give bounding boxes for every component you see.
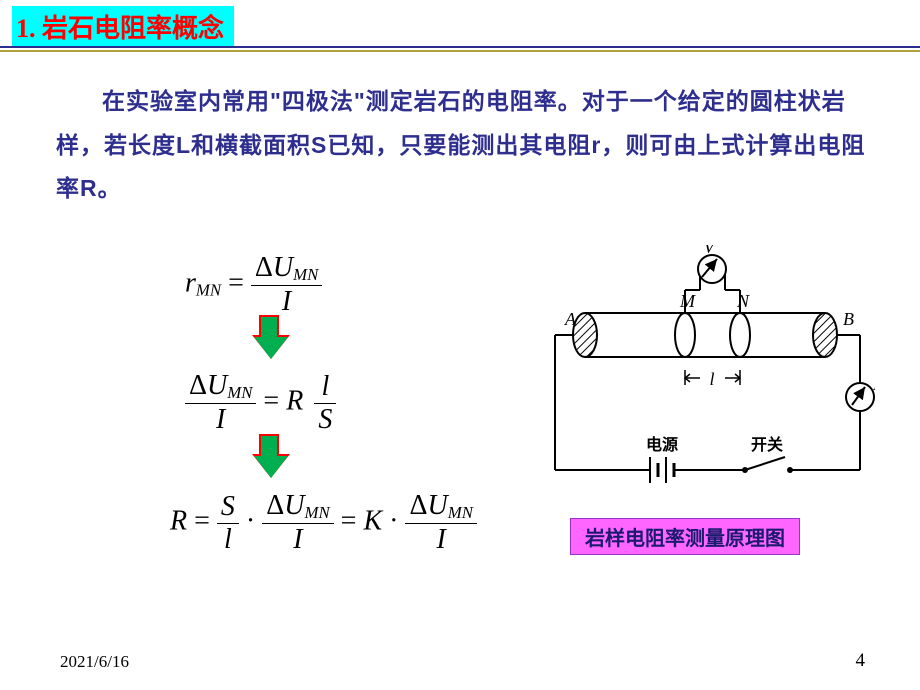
body-paragraph: 在实验室内常用"四极法"测定岩石的电阻率。对于一个给定的圆柱状岩样，若长度L和横… — [56, 80, 880, 211]
eq3-d: Δ — [266, 490, 284, 521]
eq3-f1n: S — [217, 491, 239, 523]
eq3-s2: MN — [448, 503, 473, 522]
eq2-u: U — [207, 370, 227, 401]
svg-text:电源: 电源 — [646, 435, 678, 454]
eq2-lden: I — [185, 403, 256, 436]
eq1-lhs: r — [185, 267, 196, 298]
eq2-rn: l — [314, 371, 336, 403]
eq3-d2: Δ — [409, 490, 427, 521]
eq2-sub: MN — [227, 383, 252, 402]
section-title: 1. 岩石电阻率概念 — [12, 6, 234, 47]
circuit-diagram: V l A B M N 电源 开关 I — [545, 245, 875, 505]
footer-date: 2021/6/16 — [60, 652, 129, 672]
svg-text:A: A — [564, 309, 577, 329]
eq3-den: I — [262, 523, 333, 556]
svg-text:I: I — [872, 374, 875, 394]
eq1-delta: Δ — [255, 252, 273, 283]
eq1-lhs-sub: MN — [196, 280, 221, 299]
eq3-u: U — [284, 490, 304, 521]
svg-text:l: l — [709, 369, 714, 389]
equation-2: ΔUMN I = R l S — [185, 370, 336, 436]
eq1-u: U — [273, 252, 293, 283]
divider — [0, 46, 920, 52]
eq1-den: I — [251, 285, 322, 318]
eq3-k: K — [363, 505, 382, 536]
eq1-sub: MN — [293, 265, 318, 284]
svg-text:开关: 开关 — [751, 435, 783, 454]
page-number: 4 — [856, 650, 866, 672]
arrow-1 — [254, 315, 284, 363]
eq3-lhs: R — [170, 505, 187, 536]
eq2-rd: S — [314, 403, 336, 436]
eq3-f1d: l — [217, 523, 239, 556]
svg-text:N: N — [736, 291, 750, 311]
equation-1: rMN = ΔUMN I — [185, 252, 322, 318]
svg-text:B: B — [843, 309, 854, 329]
arrow-2 — [254, 434, 284, 482]
eq2-delta: Δ — [189, 370, 207, 401]
eq3-u2: U — [427, 490, 447, 521]
svg-text:M: M — [679, 291, 696, 311]
paragraph-text: 在实验室内常用"四极法"测定岩石的电阻率。对于一个给定的圆柱状岩样，若长度L和横… — [56, 88, 865, 201]
equation-3: R = S l · ΔUMN I = K · ΔUMN I — [170, 490, 477, 556]
eq2-r: R — [286, 385, 303, 416]
diagram-caption: 岩样电阻率测量原理图 — [570, 518, 800, 555]
eq3-s: MN — [304, 503, 329, 522]
eq3-den2: I — [405, 523, 476, 556]
